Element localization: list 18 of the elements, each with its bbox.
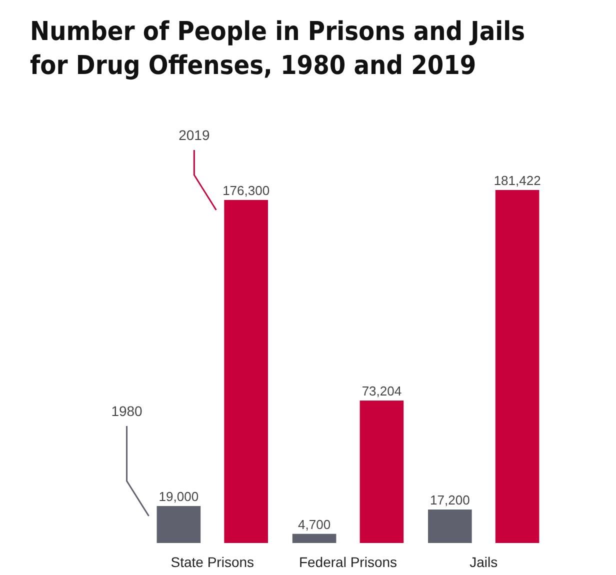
bar [495,190,540,543]
bar [292,534,336,543]
text: 2019 [178,127,210,143]
x-tick-label: State Prisons [170,554,254,570]
bar [428,510,472,543]
data-label: 176,300 [222,182,270,198]
bar [224,200,268,543]
data-label: 73,204 [362,384,402,399]
bar [360,400,404,543]
x-tick-label: Jails [470,554,498,570]
data-label: 17,200 [430,492,470,508]
data-label: 19,000 [158,489,199,504]
chart-title: Number of People in Prisons and Jails for Drug Offenses, 1980 and 2019 [30,17,526,81]
text: 1980 [111,403,143,420]
data-label: 4,700 [298,516,331,532]
data-label: 181,422 [494,173,541,188]
x-tick-label: Federal Prisons [298,554,398,570]
bar [156,506,201,543]
